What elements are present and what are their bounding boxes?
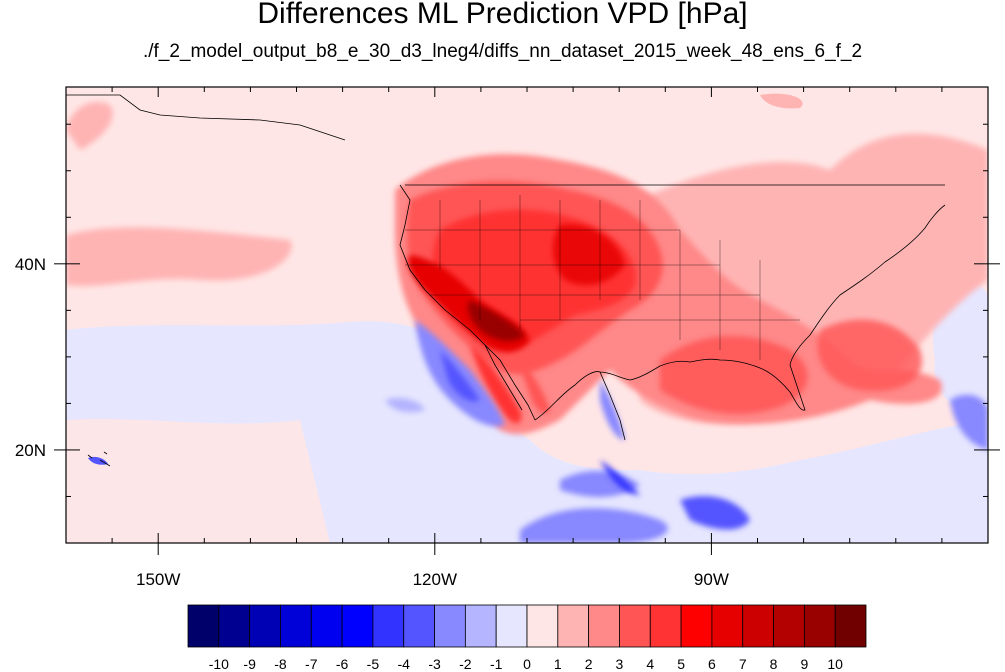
colorbar-label: -7 [305, 656, 318, 672]
colorbar-swatch [249, 604, 281, 648]
axis-ticks [54, 87, 1000, 555]
colorbar-label: 0 [523, 656, 531, 672]
colorbar-swatch [619, 604, 651, 648]
colorbar-label: 7 [739, 656, 747, 672]
colorbar-label: -5 [367, 656, 380, 672]
colorbar-swatch [803, 604, 836, 648]
coastlines [66, 94, 946, 467]
colorbar-label: 8 [770, 656, 778, 672]
lon-tick-label: 90W [694, 570, 729, 589]
colorbar-swatch [310, 604, 343, 648]
colorbar-label: -9 [243, 656, 256, 672]
colorbar-swatch [526, 604, 559, 648]
colorbar-swatch [218, 604, 251, 648]
colorbar-label: -4 [398, 656, 411, 672]
colorbar-swatch [372, 604, 405, 648]
colorbar-label: -6 [336, 656, 349, 672]
colorbar-label: -10 [209, 656, 229, 672]
colorbar-swatch [280, 604, 312, 648]
colorbar-swatch [341, 604, 374, 648]
colorbar-label: -1 [490, 656, 503, 672]
colorbar-swatch [649, 604, 682, 648]
colorbar-label: -8 [274, 656, 287, 672]
colorbar-swatch [773, 604, 805, 648]
colorbar-label: 9 [800, 656, 808, 672]
colorbar: -10 -9 -8 -7 -6 -5 -4 -3 -2 -1 0 1 2 3 4 5 6 7 8 9 10 [187, 604, 867, 672]
colorbar-swatch [434, 604, 466, 648]
lon-tick-label: 120W [413, 570, 457, 589]
colorbar-swatch [742, 604, 774, 648]
map-title: Differences ML Prediction VPD [hPa] [257, 0, 748, 30]
colorbar-swatch [557, 604, 590, 648]
colorbar-label: 1 [554, 656, 562, 672]
colorbar-swatch [834, 604, 867, 648]
colorbar-swatch [680, 604, 713, 648]
colorbar-label: 10 [827, 656, 843, 672]
axis-tick-labels: 150W 120W 90W 40N 20N [15, 255, 729, 589]
colorbar-label: 5 [677, 656, 685, 672]
colorbar-swatch [588, 604, 620, 648]
colorbar-label: 3 [616, 656, 624, 672]
lon-tick-label: 150W [136, 570, 180, 589]
map-subtitle: ./f_2_model_output_b8_e_30_d3_lneg4/diff… [142, 41, 863, 62]
colorbar-swatch [495, 604, 528, 648]
vpd-difference-field [66, 87, 988, 543]
colorbar-label: -2 [459, 656, 472, 672]
lat-tick-label: 20N [15, 441, 46, 460]
state-borders [405, 195, 800, 360]
lat-tick-label: 40N [15, 255, 46, 274]
colorbar-label: 6 [708, 656, 716, 672]
colorbar-label: 4 [646, 656, 654, 672]
colorbar-swatch [187, 604, 220, 648]
colorbar-label: -3 [428, 656, 441, 672]
colorbar-swatch [464, 604, 497, 648]
colorbar-swatch [711, 604, 744, 648]
colorbar-swatch [403, 604, 435, 648]
colorbar-label: 2 [585, 656, 593, 672]
